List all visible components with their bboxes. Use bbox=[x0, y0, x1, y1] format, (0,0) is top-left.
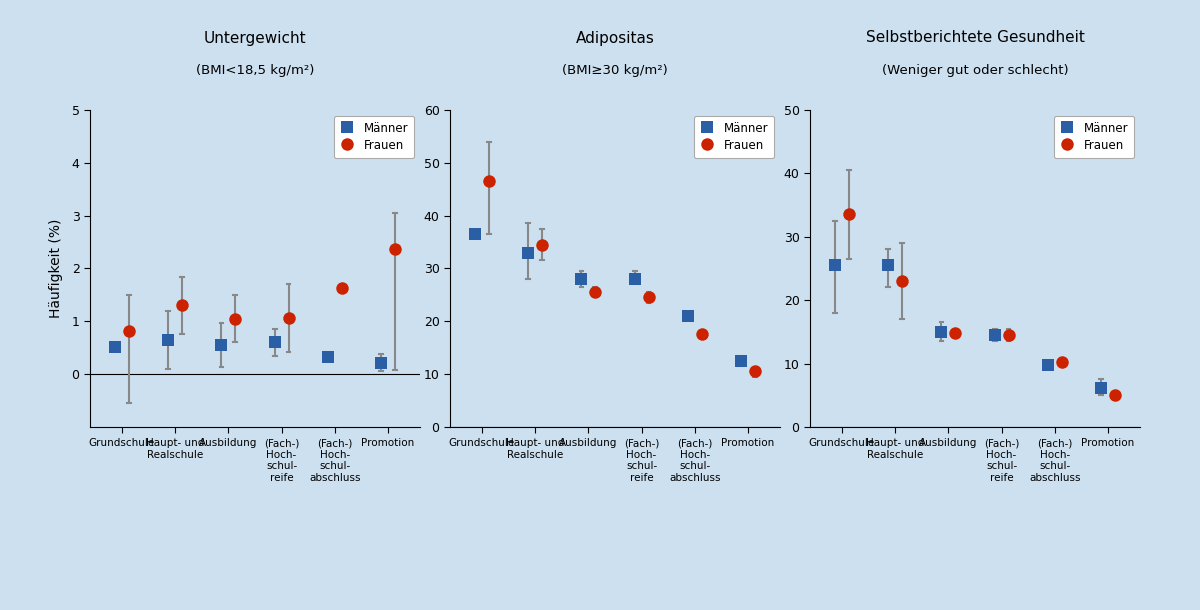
Y-axis label: Häufigkeit (%): Häufigkeit (%) bbox=[49, 219, 64, 318]
Text: Selbstberichtete Gesundheit: Selbstberichtete Gesundheit bbox=[865, 30, 1085, 46]
Legend: Männer, Frauen: Männer, Frauen bbox=[1054, 116, 1134, 159]
Text: (BMI<18,5 kg/m²): (BMI<18,5 kg/m²) bbox=[196, 64, 314, 77]
Text: (BMI≥30 kg/m²): (BMI≥30 kg/m²) bbox=[562, 64, 668, 77]
Text: Adipositas: Adipositas bbox=[576, 30, 654, 46]
Legend: Männer, Frauen: Männer, Frauen bbox=[334, 116, 414, 159]
Text: (Weniger gut oder schlecht): (Weniger gut oder schlecht) bbox=[882, 64, 1068, 77]
Legend: Männer, Frauen: Männer, Frauen bbox=[694, 116, 774, 159]
Text: Untergewicht: Untergewicht bbox=[204, 30, 306, 46]
